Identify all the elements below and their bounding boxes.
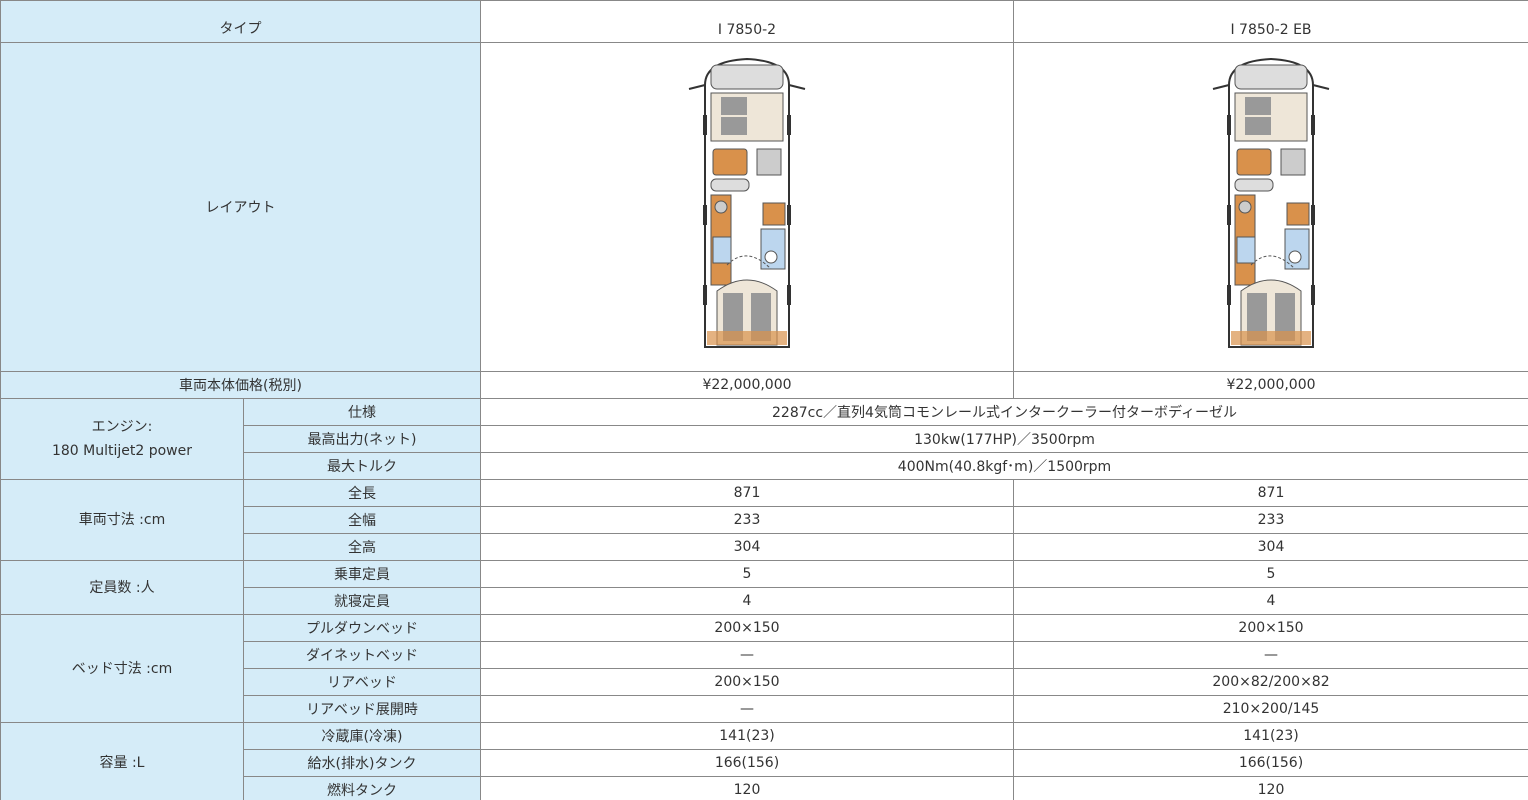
table-row: 就寝定員 4 4 [1,587,1528,615]
table-row: ダイネットベッド — — [1,641,1528,669]
group-label-line: ベッド寸法 :cm [71,660,173,677]
layout-label: レイアウト [0,42,481,372]
row-label: 乗車定員 [243,560,481,588]
row-label: プルダウンベッド [243,614,481,642]
row-label: 車両本体価格(税別) [0,371,481,399]
value-cell: 2287cc／直列4気筒コモンレール式インタークーラー付ターボディーゼル [480,398,1528,426]
value-cell: — [480,641,1014,669]
layout-cell [480,42,1014,372]
value-cell: 233 [480,506,1014,534]
header-cell: I 7850-2 EB [1013,0,1528,43]
row-label: 燃料タンク [243,776,481,800]
table-row: レイアウト [0,42,1528,372]
value-cell: 200×82/200×82 [1013,668,1528,696]
layout-cell [1013,42,1528,372]
row-label: 仕様 [243,398,481,426]
row-label: 最高出力(ネット) [243,425,481,453]
row-label: 全高 [243,533,481,561]
group-label: 定員数 :人 [0,560,244,615]
value-cell: 166(156) [1013,749,1528,777]
value-cell: 141(23) [1013,722,1528,750]
group-label-line: エンジン: [91,419,153,435]
header-cell: I 7850-2 [480,0,1014,43]
value-cell: 400Nm(40.8kgf･m)／1500rpm [480,452,1528,480]
group-label: 車両寸法 :cm [0,479,244,561]
value-cell: 304 [1013,533,1528,561]
value-cell: 233 [1013,506,1528,534]
value-cell: 130kw(177HP)／3500rpm [480,425,1528,453]
value-cell: ¥22,000,000 [480,371,1014,399]
value-cell: 166(156) [480,749,1014,777]
value-cell: — [1013,641,1528,669]
table-row: 容量 :L 冷蔵庫(冷凍) 141(23) 141(23) [0,722,1528,800]
table-row: 最高出力(ネット) 130kw(177HP)／3500rpm [1,425,1528,453]
value-cell: 871 [480,479,1014,507]
table-row: リアベッド 200×150 200×82/200×82 [1,668,1528,696]
group-label: ベッド寸法 :cm [0,614,244,723]
row-label: ダイネットベッド [243,641,481,669]
value-cell: 141(23) [480,722,1014,750]
table-row: 全幅 233 233 [1,506,1528,534]
value-cell: 4 [1013,587,1528,615]
value-cell: 871 [1013,479,1528,507]
value-cell: 200×150 [1013,614,1528,642]
table-row: 最大トルク 400Nm(40.8kgf･m)／1500rpm [1,452,1528,480]
floor-plan [1211,55,1331,355]
value-cell: 120 [1013,776,1528,800]
value-cell: ¥22,000,000 [1013,371,1528,399]
table-row: タイプ I 7850-2 I 7850-2 EB [0,0,1528,43]
table-row: 全高 304 304 [1,533,1528,561]
group-label: 容量 :L [0,722,244,800]
table-row: ベッド寸法 :cm プルダウンベッド 200×150 200×150 [0,614,1528,723]
row-label: リアベッド展開時 [243,695,481,723]
value-cell: 210×200/145 [1013,695,1528,723]
header-cell: タイプ [0,0,481,43]
row-label: 最大トルク [243,452,481,480]
group-label-line: 180 Multijet2 power [51,443,192,459]
group-label-line: 容量 :L [99,755,145,771]
table-row: 燃料タンク 120 120 [1,776,1528,800]
value-cell: 5 [1013,560,1528,588]
row-label: 冷蔵庫(冷凍) [243,722,481,750]
value-cell: 200×150 [480,614,1014,642]
group-label: エンジン: 180 Multijet2 power [0,398,244,480]
row-label: リアベッド [243,668,481,696]
table-row: 車両寸法 :cm 全長 871 871 [0,479,1528,561]
row-label: 全幅 [243,506,481,534]
value-cell: 5 [480,560,1014,588]
value-cell: 200×150 [480,668,1014,696]
group-label-line: 定員数 :人 [89,579,155,596]
value-cell: 4 [480,587,1014,615]
table-row: 定員数 :人 乗車定員 5 5 [0,560,1528,615]
value-cell: — [480,695,1014,723]
group-label-line: 車両寸法 :cm [78,512,166,528]
row-label: 全長 [243,479,481,507]
value-cell: 120 [480,776,1014,800]
value-cell: 304 [480,533,1014,561]
table-row: 車両本体価格(税別) ¥22,000,000 ¥22,000,000 [0,371,1528,399]
floor-plan [687,55,807,355]
row-label: 就寝定員 [243,587,481,615]
row-label: 給水(排水)タンク [243,749,481,777]
table-row: エンジン: 180 Multijet2 power 仕様 2287cc／直列4気筒コモ… [0,398,1528,480]
